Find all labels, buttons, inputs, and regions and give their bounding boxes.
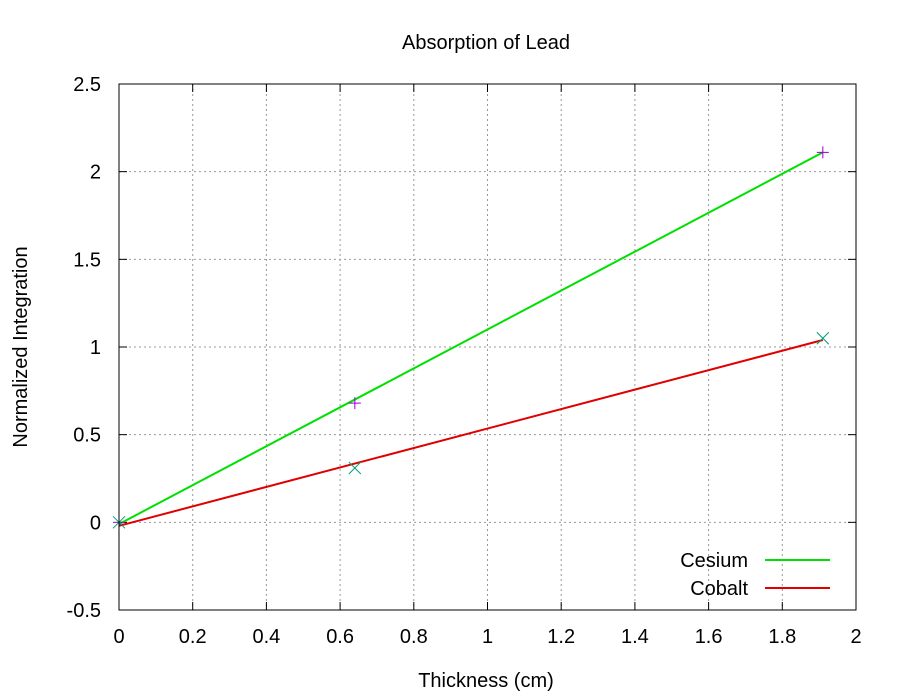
x-tick-label: 1.2 — [547, 626, 575, 648]
data-point — [348, 397, 361, 410]
x-tick-label: 1 — [482, 626, 493, 648]
y-tick-label: 1 — [90, 337, 101, 359]
x-tick-label: 1.8 — [768, 626, 796, 648]
x-ticks: 0 0.2 0.4 0.6 0.8 1 1.2 1.4 1.6 1.8 2 — [113, 84, 862, 648]
chart-title: Absorption of Lead — [402, 32, 570, 54]
y-axis-label: Normalized Integration — [10, 246, 32, 447]
x-tick-label: 0 — [113, 626, 124, 648]
data-point — [816, 146, 829, 159]
x-tick-label: 0.4 — [252, 626, 280, 648]
y-tick-label: 0.5 — [73, 425, 101, 447]
legend: Cesium Cobalt — [680, 550, 830, 600]
plot-frame — [118, 83, 857, 611]
data-point — [348, 461, 362, 475]
grid — [119, 84, 856, 610]
y-tick-label: 2.5 — [73, 74, 101, 96]
series-line-cesium — [118, 151, 824, 525]
x-axis-label: Thickness (cm) — [418, 670, 554, 692]
y-tick-label: 0 — [90, 512, 101, 534]
legend-label: Cesium — [680, 550, 748, 572]
y-tick-label: 1.5 — [73, 249, 101, 271]
y-tick-label: 2 — [90, 162, 101, 184]
x-tick-label: 0.6 — [326, 626, 354, 648]
x-tick-label: 1.4 — [621, 626, 649, 648]
series-line-cobalt — [118, 339, 824, 527]
series-lines — [118, 151, 824, 527]
y-ticks: -0.5 0 0.5 1 1.5 2 2.5 — [67, 74, 856, 622]
legend-label: Cobalt — [690, 578, 748, 600]
data-points — [112, 146, 830, 529]
x-tick-label: 0.8 — [400, 626, 428, 648]
x-tick-label: 2 — [850, 626, 861, 648]
y-tick-label: -0.5 — [67, 600, 101, 622]
x-tick-label: 0.2 — [179, 626, 207, 648]
data-point — [816, 331, 830, 345]
x-tick-label: 1.6 — [695, 626, 723, 648]
